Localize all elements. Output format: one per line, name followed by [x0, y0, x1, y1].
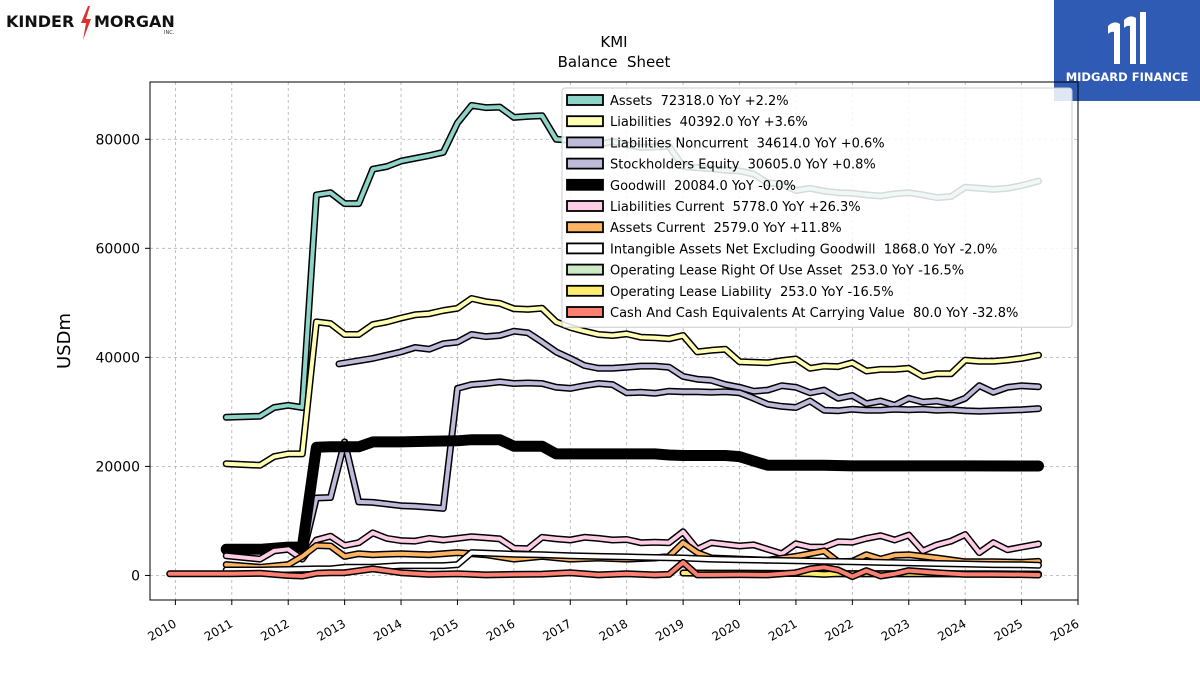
- legend-box: [561, 87, 1073, 328]
- lightning-bolt-icon: [81, 6, 91, 40]
- legend-entry: Assets Current 2579.0 YoY +11.8%: [610, 221, 842, 236]
- legend-swatch-8: [566, 263, 604, 276]
- x-tick-label: 2021: [766, 616, 799, 643]
- legend-swatch-2: [566, 136, 604, 149]
- y-tick-label: 40000: [95, 350, 140, 366]
- legend-swatch-4: [566, 178, 604, 191]
- series-line-4: [222, 435, 1043, 554]
- midgard-finance-text: MIDGARD FINANCE: [1065, 70, 1189, 84]
- y-axis-label: USDm: [54, 313, 75, 369]
- legend-swatch-3: [566, 157, 604, 170]
- y-tick-label: 0: [131, 568, 140, 584]
- legend-entry: Liabilities 40392.0 YoY +3.6%: [610, 115, 808, 130]
- legend-swatch-5: [566, 200, 604, 212]
- x-tick-label: 2026: [1048, 616, 1081, 643]
- x-tick-label: 2014: [371, 616, 404, 643]
- x-tick-label: 2024: [935, 616, 968, 643]
- legend-swatch-6: [566, 221, 604, 234]
- x-tick-label: 2019: [653, 616, 686, 643]
- x-tick-label: 2023: [879, 616, 912, 643]
- x-tick-label: 2010: [145, 616, 178, 643]
- legend-entry: Intangible Assets Net Excluding Goodwill…: [610, 242, 997, 257]
- x-tick-label: 2025: [992, 616, 1025, 643]
- midgard-emblem-icon: [1108, 12, 1146, 64]
- legend-entry: Goodwill 20084.0 YoY -0.0%: [610, 179, 796, 194]
- legend-entry: Operating Lease Liability 253.0 YoY -16.…: [610, 285, 894, 300]
- y-tick-label: 60000: [95, 241, 140, 257]
- x-tick-label: 2013: [315, 616, 348, 643]
- legend-entry: Assets 72318.0 YoY +2.2%: [610, 94, 789, 109]
- legend-swatch-1: [566, 115, 604, 128]
- legend-swatch-10: [566, 306, 604, 318]
- x-tick-label: 2011: [202, 616, 235, 643]
- chart-subtitle: Balance Sheet: [558, 53, 671, 71]
- legend-swatch-0: [566, 94, 604, 106]
- legend-entry: Liabilities Noncurrent 34614.0 YoY +0.6%: [610, 136, 885, 151]
- legend-entry: Liabilities Current 5778.0 YoY +26.3%: [610, 200, 861, 215]
- x-tick-label: 2015: [427, 616, 460, 643]
- chart-title: KMI: [600, 33, 627, 51]
- legend-swatch-7: [566, 242, 604, 255]
- x-tick-label: 2016: [484, 616, 517, 643]
- x-tick-label: 2017: [540, 616, 573, 643]
- logo-left-word-2: MORGAN: [94, 12, 175, 31]
- series-line-1: [224, 296, 1041, 468]
- kinder-morgan-logo: KINDER MORGAN INC.: [6, 6, 181, 40]
- series-line-10: [167, 560, 1041, 579]
- y-tick-label: 80000: [95, 132, 140, 148]
- legend-entry: Operating Lease Right Of Use Asset 253.0…: [610, 264, 964, 279]
- series-line-2: [337, 329, 1041, 408]
- plot-frame: [149, 81, 1079, 601]
- logo-left-inc: INC.: [164, 30, 175, 36]
- series-line-5: [224, 529, 1041, 562]
- x-tick-label: 2022: [822, 616, 855, 643]
- logo-left-word-1: KINDER: [6, 12, 75, 31]
- series-line-3: [300, 379, 1041, 559]
- legend-swatch-9: [566, 284, 604, 297]
- x-tick-label: 2018: [597, 616, 630, 643]
- legend-entry: Cash And Cash Equivalents At Carrying Va…: [610, 306, 1018, 321]
- legend-entry: Stockholders Equity 30605.0 YoY +0.8%: [610, 158, 876, 173]
- legend: Assets 72318.0 YoY +2.2% Liabilities 4039…: [561, 87, 1073, 328]
- series-line-7: [224, 550, 1041, 572]
- x-tick-label: 2012: [258, 616, 291, 643]
- y-tick-label: 20000: [95, 459, 140, 475]
- x-tick-label: 2020: [710, 616, 743, 643]
